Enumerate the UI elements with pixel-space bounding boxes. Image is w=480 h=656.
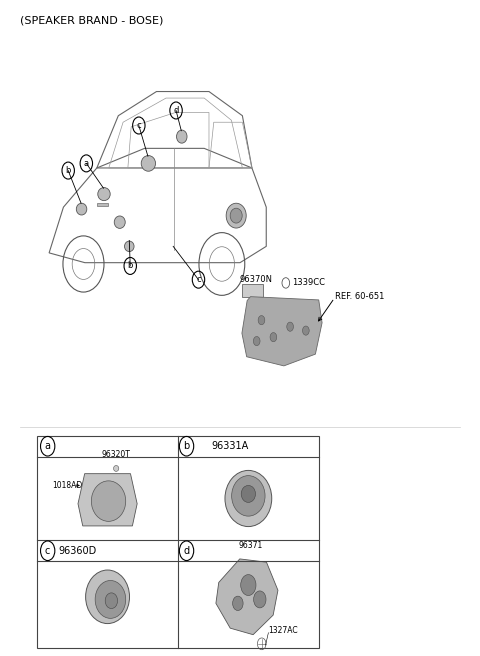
Text: b: b — [128, 262, 133, 270]
Text: REF. 60-651: REF. 60-651 — [336, 292, 385, 301]
Circle shape — [253, 337, 260, 346]
Text: d: d — [183, 546, 190, 556]
Ellipse shape — [76, 203, 87, 215]
Ellipse shape — [98, 188, 110, 201]
Circle shape — [270, 333, 277, 342]
Text: b: b — [183, 441, 190, 451]
Text: 1327AC: 1327AC — [268, 626, 298, 635]
Text: (SPEAKER BRAND - BOSE): (SPEAKER BRAND - BOSE) — [21, 16, 164, 26]
Polygon shape — [78, 474, 137, 526]
Ellipse shape — [105, 593, 118, 609]
Text: c: c — [45, 546, 50, 556]
Circle shape — [253, 591, 266, 608]
Ellipse shape — [225, 470, 272, 527]
Ellipse shape — [91, 481, 126, 522]
Text: b: b — [65, 166, 71, 175]
Ellipse shape — [124, 241, 134, 251]
Ellipse shape — [141, 155, 156, 171]
Text: c: c — [136, 121, 141, 130]
Text: 1018AD: 1018AD — [53, 481, 83, 490]
Text: a: a — [84, 159, 89, 168]
Text: 96371: 96371 — [239, 541, 263, 550]
Polygon shape — [242, 297, 322, 366]
Ellipse shape — [232, 476, 265, 516]
Ellipse shape — [114, 216, 125, 228]
Ellipse shape — [95, 581, 126, 619]
Polygon shape — [216, 559, 278, 635]
Circle shape — [233, 596, 243, 611]
Polygon shape — [97, 203, 108, 206]
Ellipse shape — [114, 466, 119, 472]
Circle shape — [258, 316, 265, 325]
Text: c: c — [196, 275, 201, 284]
Circle shape — [302, 326, 309, 335]
Circle shape — [240, 575, 256, 596]
Text: a: a — [45, 441, 51, 451]
Text: 96320T: 96320T — [102, 450, 131, 459]
Ellipse shape — [230, 208, 242, 223]
Text: 1339CC: 1339CC — [292, 278, 325, 287]
Ellipse shape — [85, 570, 130, 624]
Circle shape — [287, 322, 293, 331]
Ellipse shape — [241, 485, 255, 502]
Ellipse shape — [226, 203, 246, 228]
Text: 96370N: 96370N — [239, 275, 272, 284]
Polygon shape — [242, 283, 263, 297]
Text: 96331A: 96331A — [212, 441, 249, 451]
Text: 96360D: 96360D — [59, 546, 97, 556]
Text: d: d — [173, 106, 179, 115]
Ellipse shape — [177, 130, 187, 143]
